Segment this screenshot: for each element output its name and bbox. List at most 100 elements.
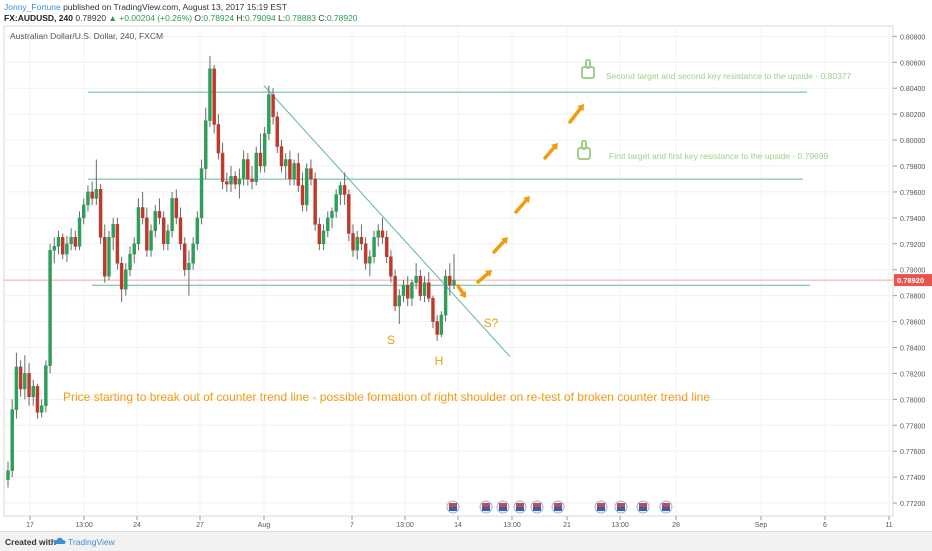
candle-body: [275, 116, 280, 147]
candle-body: [136, 207, 141, 245]
event-flag-stripe: [639, 507, 647, 511]
candle-body: [368, 256, 372, 264]
candle-body: [128, 253, 132, 270]
target-label-first: First target and first key resistance to…: [609, 151, 828, 161]
candle-body: [140, 207, 145, 219]
candle-body: [157, 211, 162, 219]
candle-body: [347, 194, 351, 234]
pattern-label: H: [435, 354, 444, 368]
candle-body: [82, 204, 86, 219]
candle-body: [250, 178, 254, 182]
candle-body: [94, 189, 99, 199]
x-tick-label: 11: [885, 522, 892, 529]
candle-body: [153, 211, 157, 232]
y-tick-label: 0.77200: [900, 501, 925, 508]
y-tick-label: 0.79200: [900, 242, 925, 249]
candle-body: [212, 68, 216, 125]
y-tick-label: 0.78400: [900, 345, 925, 352]
candle-body: [56, 237, 61, 247]
last-price: 0.78920: [75, 13, 107, 23]
candle-body: [338, 185, 343, 195]
candle-body: [174, 198, 179, 219]
candle-body: [246, 159, 250, 180]
high-label: H:: [236, 13, 246, 23]
target-hand-icon: [581, 59, 595, 79]
y-tick-label: 0.79800: [900, 164, 925, 171]
candle-body: [124, 269, 128, 290]
y-tick-label: 0.78800: [900, 294, 925, 301]
price-chart[interactable]: Second target and second key resistance …: [0, 0, 932, 531]
low-value: 0.78883: [285, 13, 316, 23]
annotations: Second target and second key resistance …: [63, 59, 852, 514]
candle-body: [73, 237, 78, 247]
chart-title: Australian Dollar/U.S. Dollar, 240, FXCM: [10, 31, 163, 41]
candle-body: [149, 230, 153, 251]
created-with-text: Created with: [5, 537, 57, 547]
x-tick-label: 24: [133, 522, 141, 529]
candle-body: [52, 246, 57, 251]
x-tick-label: 6: [823, 522, 827, 529]
candle-body: [216, 124, 221, 154]
event-flag-stripe: [662, 503, 670, 507]
candle-body: [65, 243, 69, 255]
candle-body: [178, 217, 183, 245]
x-tick-label: 28: [672, 522, 680, 529]
projection-arrow: [543, 143, 558, 160]
y-tick-label: 0.78000: [900, 397, 925, 404]
candle-body: [166, 230, 170, 245]
candle-body: [326, 217, 330, 232]
event-flag-stripe: [482, 503, 490, 507]
hand-finger: [585, 59, 591, 69]
candle-body: [115, 224, 120, 264]
candle-body: [309, 168, 313, 180]
candle-body: [258, 152, 263, 167]
candle-body: [418, 275, 423, 296]
candle-body: [288, 159, 292, 180]
candle-body: [27, 373, 31, 397]
counter-trend-line: [263, 85, 511, 357]
y-tick-label: 0.80600: [900, 60, 925, 67]
ohlc-line: FX:AUDUSD, 240 0.78920 ▲ +0.00204 (+0.26…: [4, 13, 358, 23]
candle-body: [334, 194, 338, 212]
projection-arrow: [568, 104, 584, 124]
candle-body: [98, 189, 103, 238]
candle-body: [14, 366, 19, 410]
event-flag-stripe: [516, 507, 524, 511]
publish-line: Jonny_Fortune published on TradingView.c…: [4, 2, 287, 12]
target-hand-icon: [577, 140, 591, 160]
price-change: +0.00204 (+0.26%): [119, 13, 193, 23]
candle-body: [204, 120, 208, 169]
target-label-second: Second target and second key resistance …: [606, 71, 852, 81]
candle-body: [10, 409, 14, 471]
candle-body: [271, 94, 275, 117]
arrow-shaft: [456, 284, 465, 295]
event-flag-stripe: [617, 507, 625, 511]
candle-body: [393, 275, 397, 307]
last-price-tag-label: 0.78920: [897, 276, 924, 285]
x-tick-label: 27: [196, 522, 204, 529]
event-flag-stripe: [449, 507, 457, 511]
event-flag-stripe: [499, 503, 507, 507]
y-tick-label: 0.77400: [900, 475, 925, 482]
y-tick-label: 0.80400: [900, 86, 925, 93]
arrow-shaft: [568, 106, 583, 124]
candle-body: [254, 152, 258, 182]
author-name[interactable]: Jonny_Fortune: [4, 2, 61, 12]
candle-body: [170, 198, 174, 232]
candle-body: [355, 237, 359, 251]
candle-body: [330, 211, 334, 219]
candle-body: [103, 237, 107, 277]
candle-body: [132, 243, 136, 255]
candle-body: [6, 470, 10, 480]
projection-arrow: [456, 284, 466, 298]
tradingview-brand[interactable]: TradingView: [68, 537, 115, 547]
plot-area: [3, 25, 894, 517]
y-tick-label: 0.79000: [900, 268, 925, 275]
candle-body: [452, 279, 456, 286]
candle-body: [23, 373, 27, 390]
candle-body: [60, 237, 65, 255]
candle-body: [435, 321, 439, 335]
candle-body: [384, 237, 389, 257]
arrow-shaft: [476, 272, 490, 284]
close-value: 0.78920: [326, 13, 358, 23]
